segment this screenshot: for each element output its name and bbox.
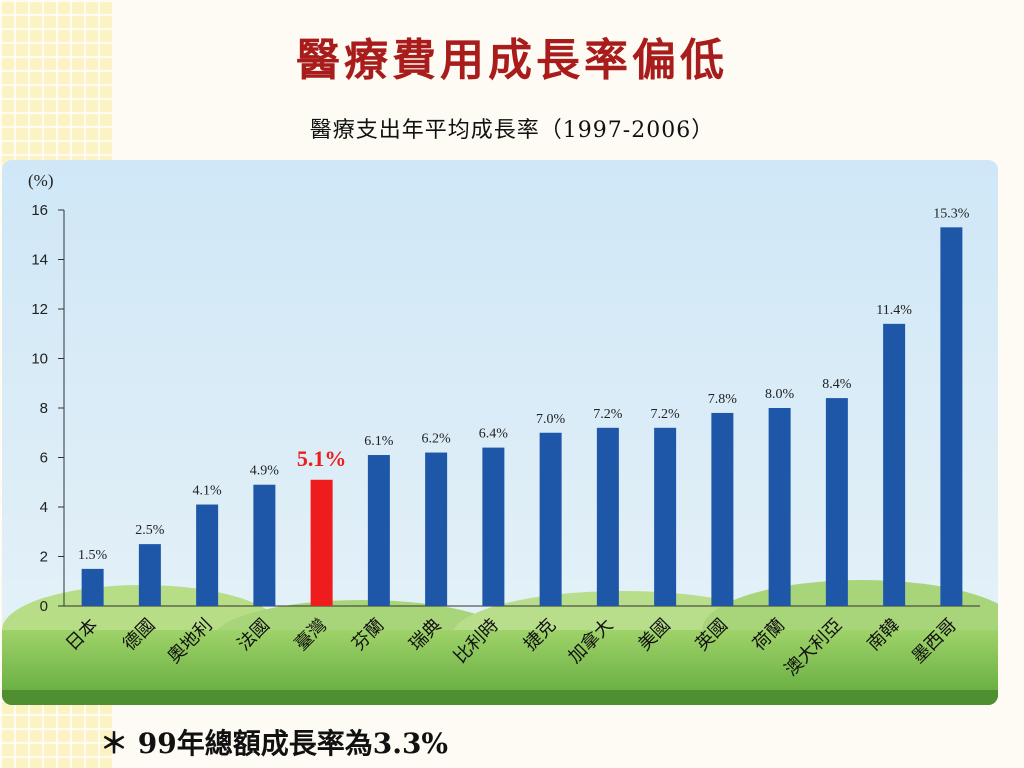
- y-tick-label: 2: [40, 549, 48, 566]
- data-label: 6.1%: [364, 434, 394, 449]
- y-tick-label: 16: [31, 202, 48, 219]
- data-label: 8.0%: [765, 387, 795, 402]
- bar: [81, 568, 104, 606]
- data-label: 4.9%: [250, 464, 280, 479]
- y-axis-unit-label: (%): [28, 171, 53, 190]
- data-label: 7.2%: [593, 407, 623, 422]
- bar-chart: (%) 0 2 4 6 8 10 12 14 16 1.5% 2.5% 4.1% 4.9% 5.1% 6.1…: [2, 171, 998, 705]
- data-label: 8.4%: [822, 377, 852, 392]
- y-tick-label: 12: [31, 301, 48, 318]
- data-label: 7.0%: [536, 412, 566, 427]
- y-tick-label: 6: [40, 450, 48, 467]
- y-tick-label: 10: [31, 351, 48, 368]
- bar: [425, 452, 448, 606]
- y-tick-label: 4: [40, 499, 48, 516]
- data-label: 5.1%: [297, 446, 347, 471]
- chart-panel: (%) 0 2 4 6 8 10 12 14 16 1.5% 2.5% 4.1% 4.9% 5.1% 6.1…: [2, 160, 998, 705]
- page-title: 醫療費用成長率偏低: [296, 35, 728, 86]
- chart-axes: (%) 0 2 4 6 8 10 12 14 16: [28, 171, 980, 615]
- data-label: 1.5%: [78, 548, 108, 563]
- data-label: 6.2%: [422, 432, 452, 447]
- y-tick-label: 8: [40, 400, 48, 417]
- bar: [482, 447, 505, 606]
- data-label: 6.4%: [479, 427, 509, 442]
- data-label: 15.3%: [933, 206, 970, 221]
- bar: [138, 544, 161, 606]
- data-label: 11.4%: [876, 303, 912, 318]
- chart-bars: [81, 227, 963, 606]
- y-tick-label: 0: [40, 598, 48, 615]
- bar: [940, 227, 963, 606]
- bar: [883, 323, 906, 606]
- scenery-decoration: [2, 580, 998, 705]
- chart-subtitle: 醫療支出年平均成長率（1997-2006）: [309, 118, 715, 143]
- bar: [711, 412, 734, 606]
- bar: [253, 484, 276, 606]
- bar: [367, 455, 390, 606]
- y-tick-label: 14: [31, 252, 48, 269]
- data-label: 2.5%: [135, 523, 165, 538]
- chart-data-labels: 1.5% 2.5% 4.1% 4.9% 5.1% 6.1% 6.2% 6.4% 7.0% 7.2%…: [78, 206, 970, 563]
- bar: [825, 398, 848, 606]
- bar: [539, 432, 562, 606]
- footnote: ＊ 99年總額成長率為3.3%: [100, 727, 449, 760]
- data-label: 7.8%: [708, 392, 738, 407]
- bar: [596, 427, 619, 606]
- data-label: 4.1%: [193, 484, 223, 499]
- bar: [196, 504, 219, 606]
- bar: [310, 479, 333, 606]
- data-label: 7.2%: [651, 407, 681, 422]
- bar: [654, 427, 677, 606]
- bar: [768, 408, 791, 606]
